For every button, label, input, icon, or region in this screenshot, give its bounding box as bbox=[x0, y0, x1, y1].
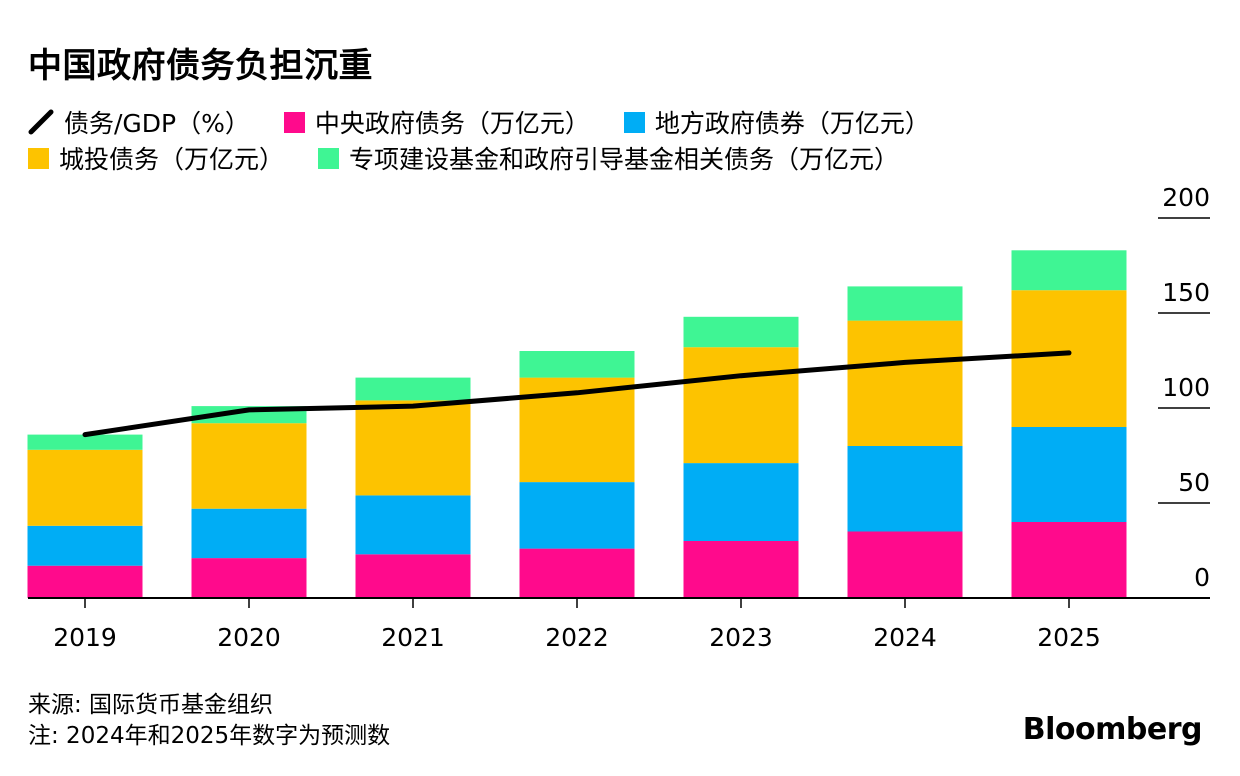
y-tick-label: 0 bbox=[1194, 563, 1210, 592]
bar-segment bbox=[683, 463, 799, 541]
legend-swatch-icon bbox=[623, 111, 645, 133]
legend-item-central: 中央政府债务（万亿元） bbox=[283, 104, 590, 140]
bar-segment bbox=[1011, 522, 1127, 598]
bar-segment bbox=[191, 423, 307, 509]
bar-segment bbox=[519, 482, 635, 549]
bar-segment bbox=[519, 351, 635, 378]
bar-segment bbox=[355, 377, 471, 401]
bar-segment bbox=[191, 558, 307, 598]
bar-segment bbox=[1011, 250, 1127, 291]
bar-segment bbox=[191, 508, 307, 559]
bar-segment bbox=[1011, 427, 1127, 522]
legend-swatch-icon bbox=[28, 147, 49, 169]
legend-item-lgfv: 城投债务（万亿元） bbox=[28, 140, 284, 176]
chart-title: 中国政府债务负担沉重 bbox=[28, 46, 373, 86]
bar-segment bbox=[27, 565, 143, 598]
legend-item-debt-gdp: 债务/GDP（%） bbox=[28, 104, 250, 140]
legend-row-2: 城投债务（万亿元） 专项建设基金和政府引导基金相关债务（万亿元） bbox=[28, 140, 1208, 176]
legend-item-local-bonds: 地方政府债券（万亿元） bbox=[623, 104, 930, 140]
y-tick-label: 150 bbox=[1162, 278, 1210, 307]
bar-segment bbox=[683, 347, 799, 464]
y-tick-label: 50 bbox=[1178, 468, 1210, 497]
x-tick-label: 2021 bbox=[381, 623, 445, 652]
legend-label: 债务/GDP（%） bbox=[64, 109, 250, 138]
x-tick-label: 2024 bbox=[873, 623, 937, 652]
legend-swatch-icon bbox=[318, 147, 340, 169]
bar-segment bbox=[847, 446, 963, 532]
legend-label: 城投债务（万亿元） bbox=[59, 145, 285, 174]
forecast-note: 注: 2024年和2025年数字为预测数 bbox=[28, 723, 391, 749]
x-tick-label: 2023 bbox=[709, 623, 773, 652]
bar-segment bbox=[355, 400, 471, 496]
legend-label: 专项建设基金和政府引导基金相关债务（万亿元） bbox=[349, 145, 900, 174]
bar-segment bbox=[519, 548, 635, 598]
bar-segment bbox=[683, 316, 799, 348]
x-tick-label: 2019 bbox=[53, 623, 117, 652]
legend-row-1: 债务/GDP（%） 中央政府债务（万亿元） 地方政府债券（万亿元） bbox=[28, 104, 1208, 140]
bar-segment bbox=[355, 495, 471, 555]
x-tick-label: 2022 bbox=[545, 623, 609, 652]
bar-segment bbox=[27, 449, 143, 526]
legend-label: 地方政府债券（万亿元） bbox=[654, 109, 930, 138]
x-tick-label: 2025 bbox=[1037, 623, 1101, 652]
bloomberg-logo: Bloomberg bbox=[1022, 712, 1203, 747]
bar-segment bbox=[683, 541, 799, 598]
bar-segment bbox=[27, 525, 143, 566]
line-legend-icon bbox=[28, 109, 54, 135]
legend-swatch-icon bbox=[283, 111, 305, 133]
footnotes: 来源: 国际货币基金组织 注: 2024年和2025年数字为预测数 bbox=[28, 690, 390, 752]
bar-segment bbox=[355, 554, 471, 598]
legend-label: 中央政府债务（万亿元） bbox=[314, 109, 590, 138]
bar-segment bbox=[1011, 290, 1127, 427]
x-tick-label: 2020 bbox=[217, 623, 281, 652]
bar-segment bbox=[847, 320, 963, 446]
legend-item-funds: 专项建设基金和政府引导基金相关债务（万亿元） bbox=[318, 140, 899, 176]
y-tick-label: 200 bbox=[1162, 183, 1210, 212]
bar-segment bbox=[27, 434, 143, 450]
bar-segment bbox=[847, 286, 963, 321]
stacked-bar-chart: 0 50 100 150 200 2019 2020 2021 2022 2023 2024 2025 bbox=[27, 183, 1210, 652]
y-tick-label: 100 bbox=[1162, 373, 1210, 402]
bar-segment bbox=[847, 531, 963, 598]
source-note: 来源: 国际货币基金组织 bbox=[28, 692, 274, 718]
